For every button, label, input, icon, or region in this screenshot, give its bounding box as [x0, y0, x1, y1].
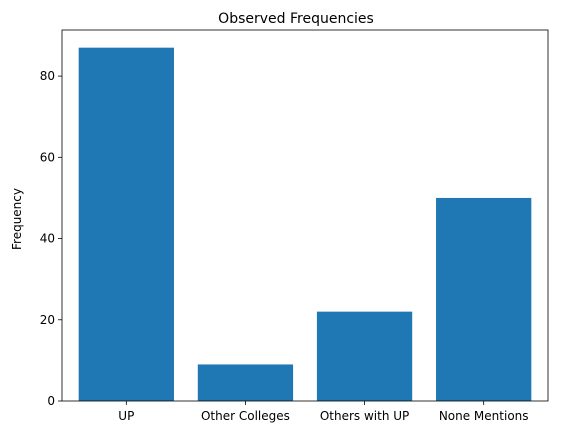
chart-title: Observed Frequencies — [218, 11, 374, 27]
bar-other-colleges — [197, 364, 294, 401]
y-tick-label: 60 — [40, 150, 55, 164]
x-axis-ticks: UP Other Colleges Others with UP None Menti… — [118, 401, 529, 423]
y-tick-label: 40 — [40, 232, 55, 246]
x-tick-label: Other Colleges — [201, 409, 290, 423]
y-tick-label: 0 — [47, 394, 55, 408]
x-tick-label: UP — [118, 409, 134, 423]
y-tick-label: 20 — [40, 313, 55, 327]
plot-frame — [61, 29, 549, 402]
y-axis-ticks: 0 20 40 60 80 — [40, 69, 62, 408]
bar-others-with-up — [316, 311, 413, 401]
y-axis-label: Frequency — [10, 188, 24, 250]
bars-group — [78, 47, 532, 402]
x-tick-label: Others with UP — [320, 409, 409, 423]
bar-none-mentions — [436, 197, 532, 401]
x-tick-label: None Mentions — [439, 409, 529, 423]
bar-up — [78, 47, 174, 402]
y-tick-label: 80 — [40, 69, 55, 83]
